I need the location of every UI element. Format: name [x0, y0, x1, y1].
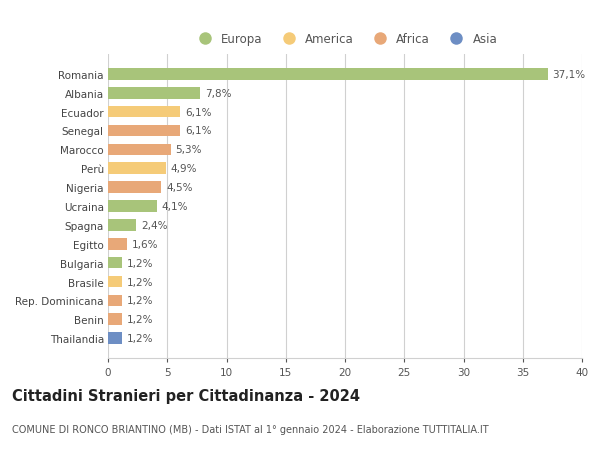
Text: 6,1%: 6,1%	[185, 126, 212, 136]
Text: 1,2%: 1,2%	[127, 296, 154, 306]
Bar	[108, 163, 166, 175]
Bar	[108, 238, 127, 250]
Bar	[108, 219, 136, 231]
Text: 2,4%: 2,4%	[141, 220, 167, 230]
Bar	[108, 144, 171, 156]
Text: 4,9%: 4,9%	[171, 164, 197, 174]
Bar	[108, 333, 122, 344]
Text: 1,2%: 1,2%	[127, 277, 154, 287]
Text: 7,8%: 7,8%	[205, 89, 232, 99]
Bar	[108, 88, 200, 99]
Text: 37,1%: 37,1%	[553, 70, 586, 80]
Text: 4,5%: 4,5%	[166, 183, 193, 193]
Text: 5,3%: 5,3%	[176, 145, 202, 155]
Bar	[108, 276, 122, 288]
Legend: Europa, America, Africa, Asia: Europa, America, Africa, Asia	[193, 33, 497, 46]
Bar	[108, 125, 180, 137]
Bar	[108, 201, 157, 213]
Text: COMUNE DI RONCO BRIANTINO (MB) - Dati ISTAT al 1° gennaio 2024 - Elaborazione TU: COMUNE DI RONCO BRIANTINO (MB) - Dati IS…	[12, 425, 488, 435]
Text: Cittadini Stranieri per Cittadinanza - 2024: Cittadini Stranieri per Cittadinanza - 2…	[12, 388, 360, 403]
Bar	[108, 106, 180, 118]
Text: 1,2%: 1,2%	[127, 314, 154, 325]
Bar	[108, 295, 122, 307]
Text: 1,2%: 1,2%	[127, 258, 154, 268]
Bar	[108, 69, 548, 80]
Text: 4,1%: 4,1%	[161, 202, 188, 212]
Text: 6,1%: 6,1%	[185, 107, 212, 118]
Bar	[108, 182, 161, 194]
Bar	[108, 257, 122, 269]
Bar	[108, 314, 122, 325]
Text: 1,2%: 1,2%	[127, 333, 154, 343]
Text: 1,6%: 1,6%	[132, 239, 158, 249]
